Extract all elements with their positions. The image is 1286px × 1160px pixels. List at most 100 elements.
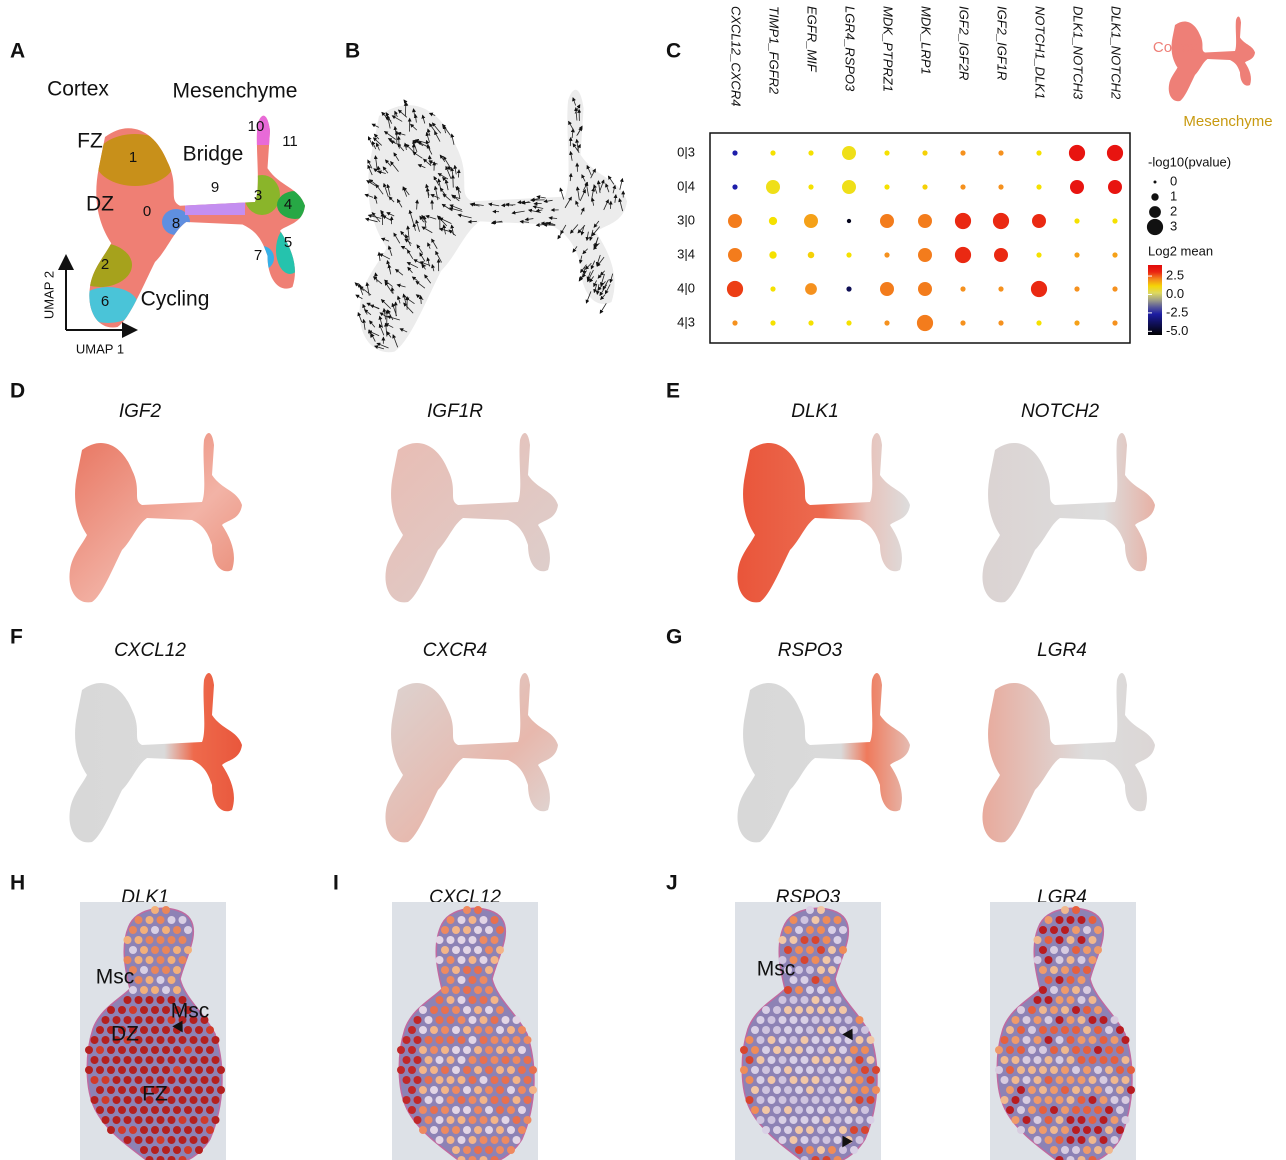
dot <box>769 251 776 258</box>
spot <box>129 946 137 954</box>
spot <box>1034 1056 1042 1064</box>
spot <box>179 1136 187 1144</box>
spot <box>1045 1116 1053 1124</box>
spot <box>513 1096 521 1104</box>
spot <box>507 1066 515 1074</box>
spot <box>839 946 847 954</box>
spot <box>806 1146 814 1154</box>
spot <box>441 986 449 994</box>
spot <box>1006 1046 1014 1054</box>
spot <box>1111 1016 1119 1024</box>
spot <box>850 1086 858 1094</box>
column-label: TIMP1_FGFR2 <box>767 6 782 95</box>
dot <box>955 247 971 263</box>
spot <box>206 1106 214 1114</box>
spot <box>1072 1046 1080 1054</box>
spot <box>1111 1056 1119 1064</box>
spot <box>425 1076 433 1084</box>
spot <box>1111 1096 1119 1104</box>
spot <box>1050 946 1058 954</box>
spot <box>1122 1096 1130 1104</box>
velocity-arrow <box>600 303 606 313</box>
spot <box>179 956 187 964</box>
spot <box>751 1046 759 1054</box>
spot <box>773 1106 781 1114</box>
spot <box>1105 1146 1113 1154</box>
spot <box>1072 1126 1080 1134</box>
spot <box>1078 916 1086 924</box>
spot <box>828 1086 836 1094</box>
colorbar-label: -5.0 <box>1166 323 1188 338</box>
spot <box>834 996 842 1004</box>
spot <box>195 1066 203 1074</box>
spot <box>817 1026 825 1034</box>
spot <box>1083 1126 1091 1134</box>
spot <box>790 1096 798 1104</box>
row-label: 0|3 <box>677 144 695 159</box>
gene-umap <box>737 433 910 602</box>
spot <box>496 1106 504 1114</box>
spot <box>419 1126 427 1134</box>
spot <box>491 1136 499 1144</box>
spot <box>1061 1066 1069 1074</box>
spot <box>206 1066 214 1074</box>
spot <box>768 1056 776 1064</box>
inset-label: Cortex <box>1153 39 1198 56</box>
spot <box>1067 916 1075 924</box>
spot <box>812 1036 820 1044</box>
zone-label: Cycling <box>141 288 210 311</box>
dot <box>1031 281 1047 297</box>
spot <box>513 1116 521 1124</box>
spot <box>124 936 132 944</box>
spot <box>496 1006 504 1014</box>
spot <box>872 1066 880 1074</box>
spot <box>812 956 820 964</box>
spot <box>124 1056 132 1064</box>
spot <box>430 1006 438 1014</box>
gene-umap <box>385 433 558 602</box>
spot <box>485 1146 493 1154</box>
spot <box>1017 1066 1025 1074</box>
spot <box>806 1046 814 1054</box>
spot <box>801 1136 809 1144</box>
dot <box>1069 145 1085 161</box>
spot <box>474 1146 482 1154</box>
spot <box>458 916 466 924</box>
spot <box>518 1106 526 1114</box>
spot <box>140 1106 148 1114</box>
spot <box>447 1016 455 1024</box>
spot <box>823 1076 831 1084</box>
spot <box>779 1096 787 1104</box>
panel-label: G <box>666 626 682 649</box>
spot <box>817 926 825 934</box>
spot <box>463 1026 471 1034</box>
spot <box>507 1086 515 1094</box>
spot <box>397 1046 405 1054</box>
spot <box>463 966 471 974</box>
spot <box>129 1006 137 1014</box>
colorbar-label: 2.5 <box>1166 267 1184 282</box>
spot <box>817 986 825 994</box>
dot <box>770 150 775 155</box>
spot <box>839 1066 847 1074</box>
spot <box>834 1136 842 1144</box>
spot <box>397 1066 405 1074</box>
gene-title: NOTCH2 <box>1021 401 1100 422</box>
spot <box>118 1126 126 1134</box>
spot <box>1039 1086 1047 1094</box>
spot <box>1100 1076 1108 1084</box>
dot <box>846 286 851 291</box>
spot <box>1028 1006 1036 1014</box>
spot <box>91 1056 99 1064</box>
spot <box>491 956 499 964</box>
spot <box>162 946 170 954</box>
spot <box>513 1076 521 1084</box>
spot <box>124 1116 132 1124</box>
spot <box>179 1096 187 1104</box>
spot <box>779 1036 787 1044</box>
spot <box>184 1026 192 1034</box>
spot <box>496 926 504 934</box>
spot <box>485 1026 493 1034</box>
dot <box>880 282 894 296</box>
spot <box>124 1136 132 1144</box>
